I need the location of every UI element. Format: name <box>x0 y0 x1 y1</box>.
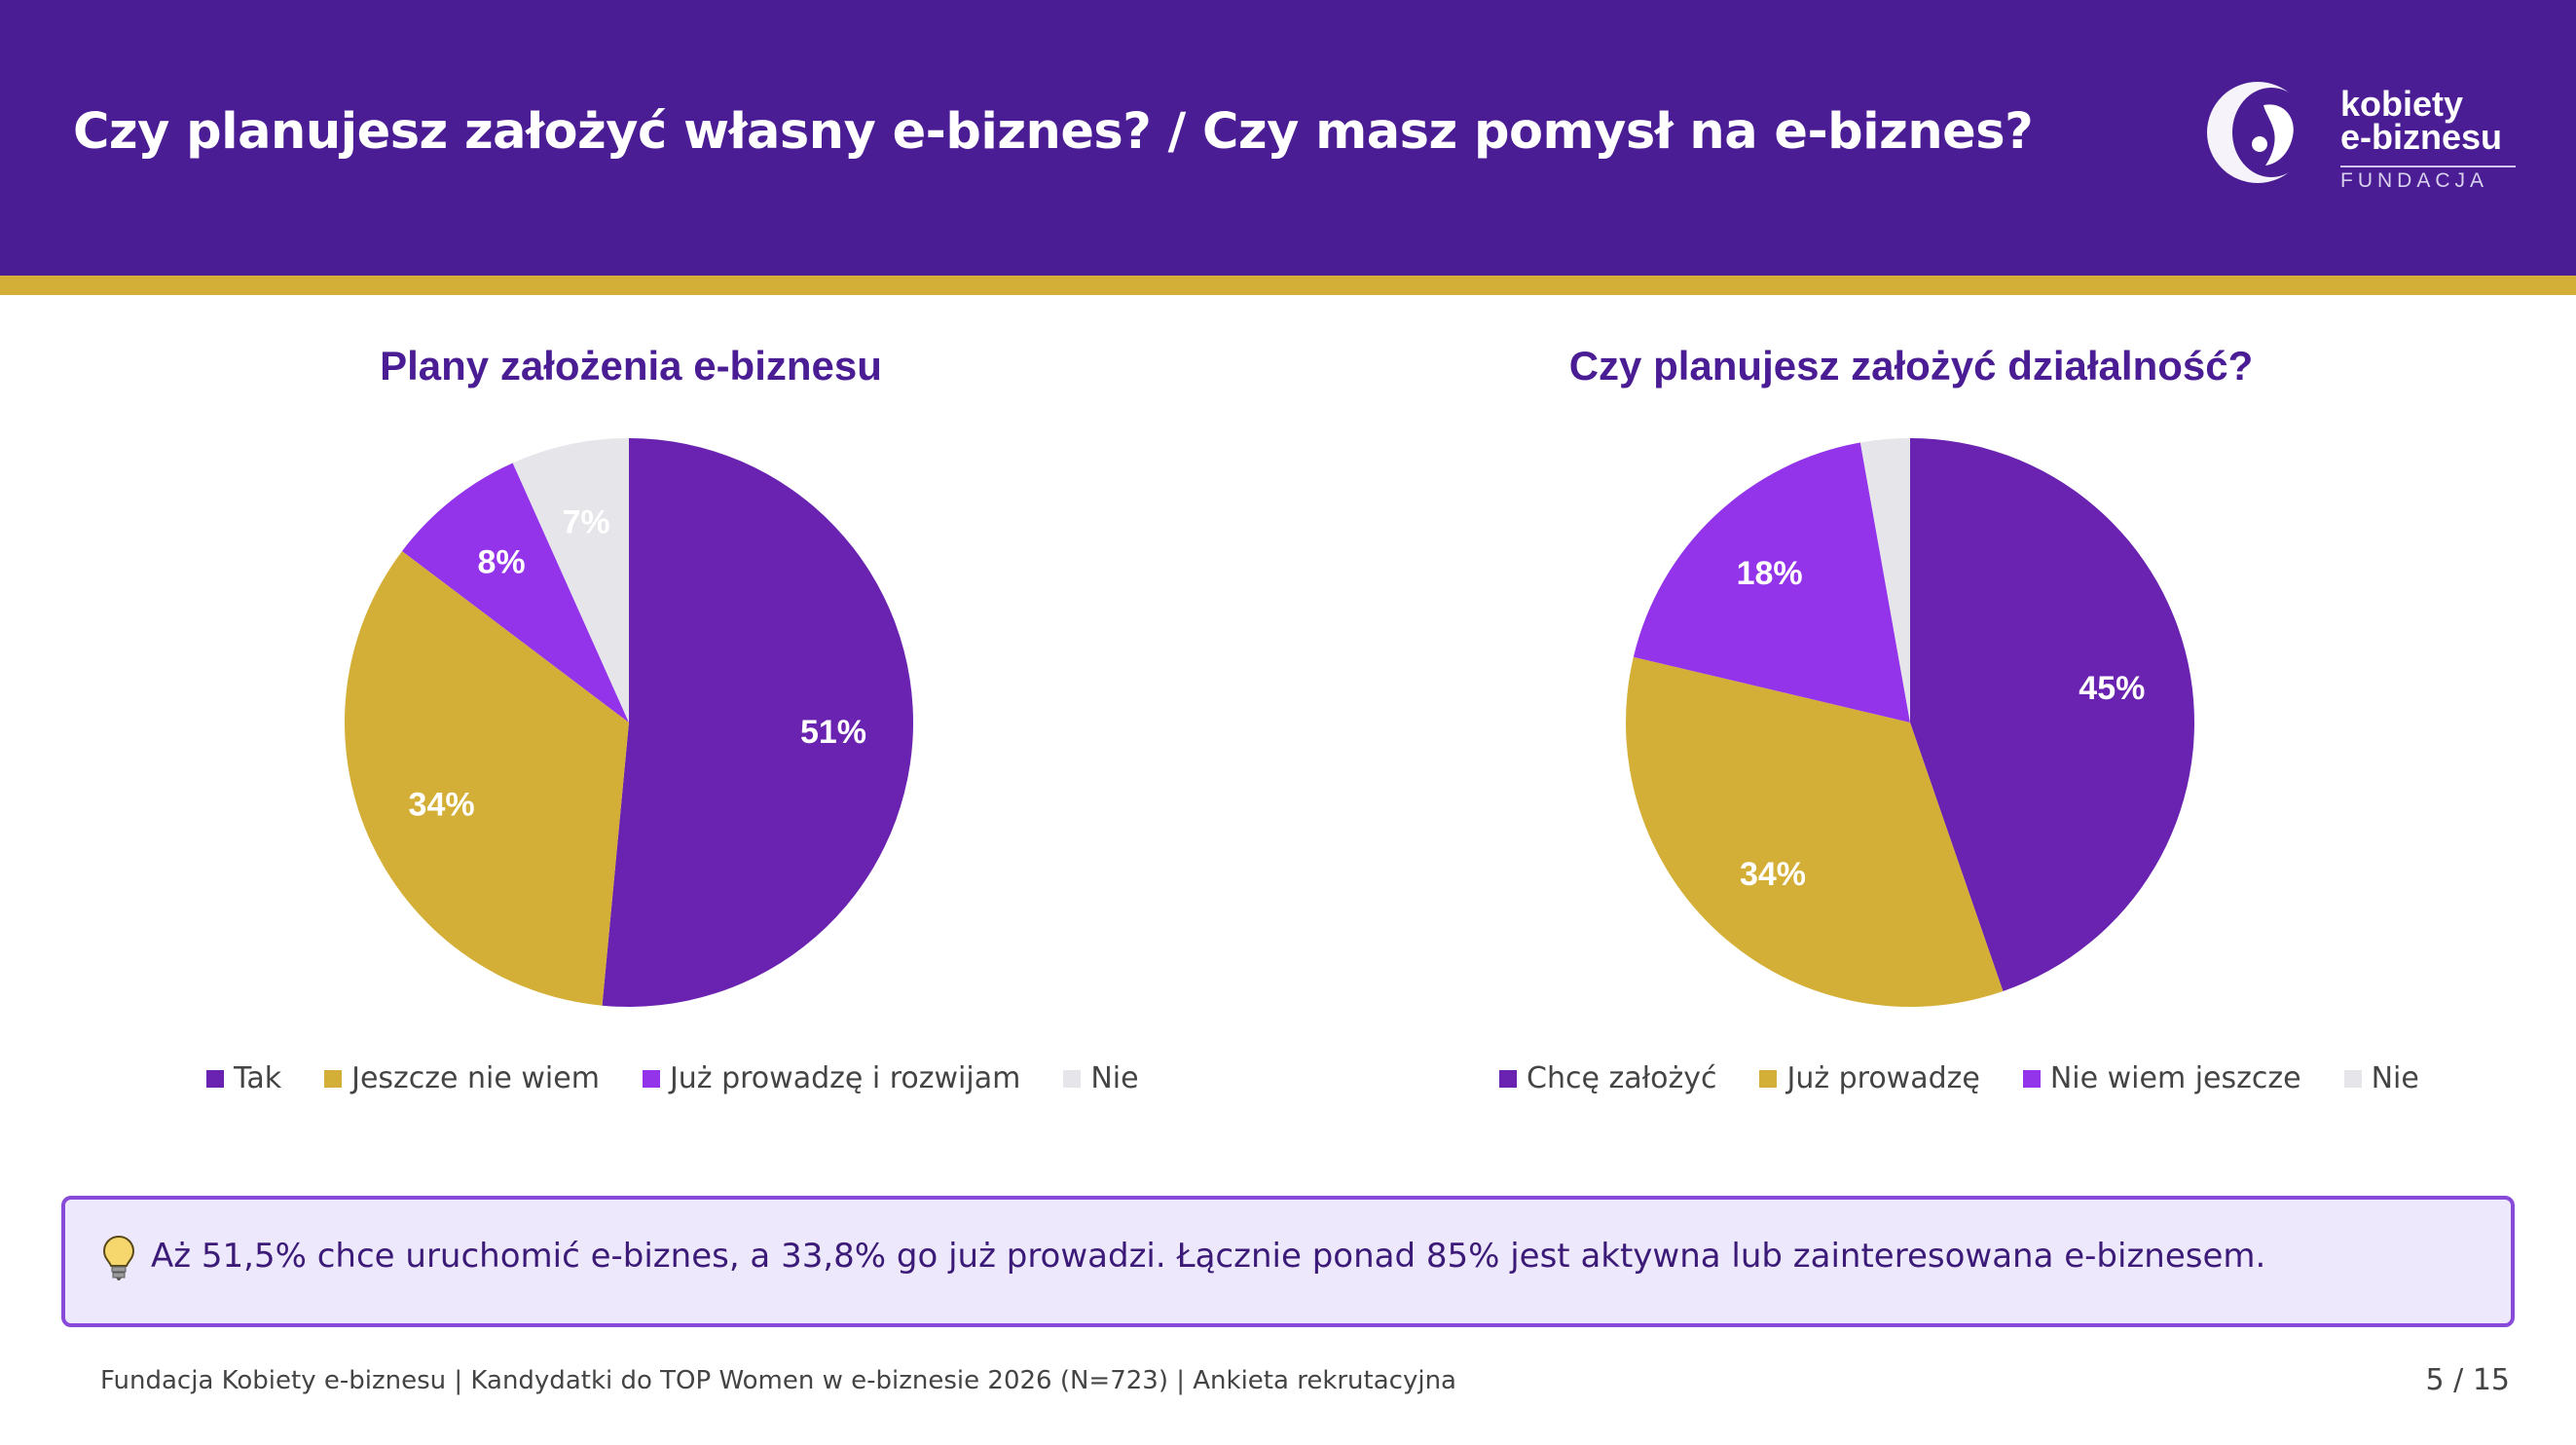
chart-2-legend-swatch-3 <box>2343 1069 2362 1088</box>
chart-2-legend-swatch-1 <box>1759 1069 1778 1088</box>
chart-1-legend-label-1: Jeszcze nie wiem <box>351 1061 600 1095</box>
chart-1-data-label-3: 7% <box>563 503 610 540</box>
page-number: 5 / 15 <box>2425 1363 2510 1397</box>
chart-2-legend-swatch-0 <box>1499 1069 1517 1088</box>
chart-2-legend-label-1: Już prowadzę <box>1786 1061 1980 1095</box>
chart-1-legend-item-0: Tak <box>206 1061 281 1095</box>
logo-subtitle: FUNDACJA <box>2340 166 2516 193</box>
chart-1-legend-swatch-2 <box>642 1069 660 1088</box>
chart-2-legend: Chcę założyć Już prowadzę Nie wiem jeszcze… <box>1499 1061 2462 1095</box>
chart-1-slice-0 <box>602 438 914 1007</box>
chart-2-pie: 45% 34% 18% <box>1626 438 2194 1007</box>
chart-1-data-label-1: 34% <box>409 787 475 824</box>
logo-wordmark: kobiety e-biznesu FUNDACJA <box>2340 84 2516 193</box>
chart-1-legend-swatch-1 <box>324 1069 343 1088</box>
chart-1-slice-2 <box>402 463 629 722</box>
chart-2-slice-0 <box>1910 438 2194 991</box>
chart-1-legend-item-1: Jeszcze nie wiem <box>324 1061 600 1095</box>
chart-2-legend-label-2: Nie wiem jeszcze <box>2049 1061 2301 1095</box>
chart-2-legend-label-3: Nie <box>2371 1061 2419 1095</box>
chart-1-legend-label-0: Tak <box>234 1061 282 1095</box>
chart-1-legend-swatch-0 <box>206 1069 224 1088</box>
chart-1-legend-item-2: Już prowadzę i rozwijam <box>642 1061 1021 1095</box>
logo-icon <box>2207 82 2310 183</box>
chart-1-data-label-2: 8% <box>477 544 525 581</box>
chart-2-legend-label-0: Chcę założyć <box>1527 1061 1717 1095</box>
lightbulb-icon <box>102 1235 135 1280</box>
foundation-logo: kobiety e-biznesu FUNDACJA <box>2195 76 2526 193</box>
chart-2-legend-swatch-2 <box>2022 1069 2041 1088</box>
logo-line-1: kobiety <box>2340 84 2464 124</box>
chart-2-legend-item-3: Nie <box>2343 1061 2419 1095</box>
chart-1-legend-label-3: Nie <box>1090 1061 1139 1095</box>
chart-2-legend-item-1: Już prowadzę <box>1759 1061 1980 1095</box>
chart-2-slice-1 <box>1626 656 2004 1007</box>
header-banner: Czy planujesz założyć własny e-biznes? /… <box>0 0 2576 276</box>
chart-2-legend-item-0: Chcę założyć <box>1499 1061 1716 1095</box>
chart-1-slice-3 <box>512 438 629 722</box>
chart-1-legend: Tak Jeszcze nie wiem Już prowadzę i rozwij… <box>206 1061 1182 1095</box>
chart-2-slice-2 <box>1633 442 1910 722</box>
chart-2-data-label-0: 45% <box>2079 670 2145 707</box>
chart-2-slice-3 <box>1859 438 1910 722</box>
chart-1-pie: 51% 34% 8% 7% <box>345 438 914 1007</box>
chart-1-legend-swatch-3 <box>1063 1069 1082 1088</box>
chart-1-legend-item-3: Nie <box>1063 1061 1139 1095</box>
chart-2-legend-item-2: Nie wiem jeszcze <box>2022 1061 2301 1095</box>
chart-2-data-label-1: 34% <box>1740 856 1806 893</box>
page-title: Czy planujesz założyć własny e-biznes? /… <box>73 103 2034 161</box>
chart-1-legend-label-2: Już prowadzę i rozwijam <box>669 1061 1021 1095</box>
insight-box: Aż 51,5% chce uruchomić e-biznes, a 33,8… <box>61 1196 2515 1327</box>
chart-2-data-label-2: 18% <box>1737 555 1803 592</box>
accent-stripe <box>0 276 2576 295</box>
footer-source: Fundacja Kobiety e-biznesu | Kandydatki … <box>100 1366 1456 1395</box>
chart-1-data-label-0: 51% <box>800 714 866 751</box>
logo-line-2: e-biznesu <box>2340 117 2503 157</box>
chart-1-slice-1 <box>345 550 629 1006</box>
chart-1-title: Plany założenia e-biznesu <box>380 343 882 389</box>
insight-text: Aż 51,5% chce uruchomić e-biznes, a 33,8… <box>151 1237 2266 1276</box>
chart-2-title: Czy planujesz założyć działalność? <box>1568 343 2254 389</box>
